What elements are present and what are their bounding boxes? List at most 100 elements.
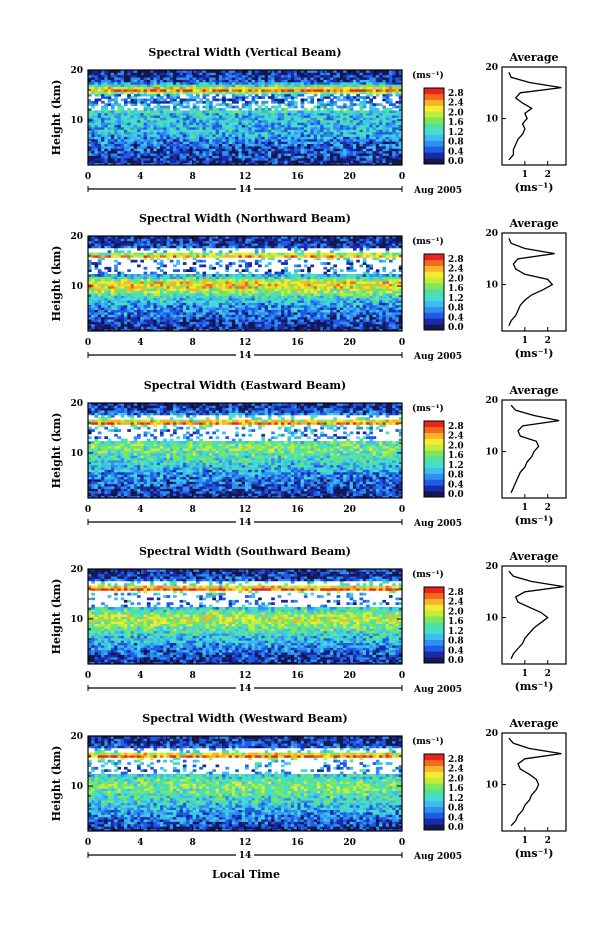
- heatmap-cell: [274, 150, 279, 154]
- heatmap-cell: [303, 81, 308, 85]
- heatmap-cell: [274, 115, 279, 118]
- heatmap-cell: [228, 124, 233, 128]
- heatmap-cell: [182, 302, 187, 306]
- heatmap-cell: [150, 157, 154, 161]
- heatmap-cell: [356, 134, 360, 137]
- heatmap-cell: [392, 314, 396, 318]
- heatmap-cell: [362, 96, 367, 99]
- heatmap-cell: [290, 141, 295, 145]
- heatmap-cell: [150, 86, 154, 90]
- heatmap-cell: [101, 84, 105, 88]
- heatmap-cell: [330, 300, 334, 303]
- heatmap-cell: [176, 115, 180, 118]
- heatmap-cell: [146, 93, 151, 97]
- heatmap-cell: [307, 117, 311, 121]
- heatmap-cell: [326, 321, 331, 325]
- heatmap-cell: [330, 302, 334, 306]
- heatmap-cell: [356, 316, 360, 320]
- heatmap-cell: [130, 307, 135, 311]
- heatmap-cell: [101, 96, 105, 99]
- heatmap-cell: [143, 136, 148, 140]
- heatmap-cell: [254, 110, 259, 114]
- heatmap-cell: [235, 146, 239, 149]
- heatmap-cell: [192, 326, 197, 330]
- heatmap-cell: [150, 119, 154, 123]
- heatmap-cell: [339, 321, 344, 325]
- heatmap-cell: [169, 153, 174, 156]
- heatmap-cell: [274, 328, 279, 332]
- heatmap-cell: [235, 155, 239, 159]
- heatmap-cell: [349, 105, 354, 109]
- heatmap-cell: [238, 155, 243, 159]
- heatmap-cell: [163, 89, 167, 92]
- heatmap-cell: [300, 143, 305, 147]
- heatmap-cell: [205, 143, 210, 147]
- heatmap-cell: [176, 112, 180, 116]
- heatmap-cell: [320, 129, 324, 133]
- heatmap-cell: [133, 150, 138, 154]
- heatmap-cell: [110, 84, 115, 88]
- heatmap-cell: [267, 81, 272, 85]
- heatmap-cell: [271, 84, 275, 88]
- heatmap-cell: [97, 117, 102, 121]
- heatmap-cell: [209, 141, 213, 145]
- heatmap-cell: [163, 304, 167, 308]
- heatmap-cell: [150, 93, 154, 97]
- heatmap-cell: [107, 321, 112, 325]
- heatmap-cell: [280, 312, 285, 315]
- heatmap-cell: [212, 108, 216, 111]
- heatmap-cell: [189, 300, 194, 303]
- heatmap-cell: [323, 138, 328, 142]
- heatmap-cell: [245, 117, 249, 121]
- heatmap-cell: [290, 150, 295, 154]
- heatmap-cell: [310, 134, 315, 137]
- heatmap-cell: [398, 319, 403, 322]
- heatmap-cell: [114, 112, 118, 116]
- heatmap-cell: [97, 98, 102, 102]
- heatmap-cell: [169, 134, 174, 137]
- heatmap-cell: [205, 89, 210, 92]
- heatmap-cell: [362, 79, 367, 83]
- heatmap-cell: [385, 300, 390, 303]
- heatmap-cell: [241, 127, 246, 130]
- heatmap-cell: [326, 103, 331, 107]
- heatmap-cell: [199, 110, 203, 114]
- heatmap-cell: [336, 72, 341, 76]
- heatmap-cell: [133, 328, 138, 332]
- heatmap-cell: [107, 127, 112, 130]
- heatmap-cell: [248, 93, 252, 97]
- heatmap-cell: [91, 127, 95, 130]
- heatmap-cell: [346, 150, 351, 154]
- heatmap-cell: [225, 304, 230, 308]
- heatmap-cell: [343, 316, 347, 320]
- heatmap-cell: [140, 148, 144, 152]
- heatmap-cell: [153, 157, 158, 161]
- heatmap-cell: [267, 117, 272, 121]
- heatmap-cell: [199, 150, 203, 154]
- heatmap-cell: [169, 119, 174, 123]
- heatmap-cell: [369, 136, 373, 140]
- heatmap-cell: [267, 79, 272, 83]
- heatmap-cell: [91, 77, 95, 80]
- heatmap-cell: [94, 323, 99, 327]
- heatmap-cell: [235, 96, 239, 99]
- heatmap-cell: [330, 131, 334, 135]
- heatmap-cell: [153, 89, 158, 92]
- heatmap-cell: [238, 122, 243, 126]
- heatmap-cell: [375, 321, 380, 325]
- heatmap-cell: [130, 122, 135, 126]
- heatmap-cell: [130, 302, 135, 306]
- heatmap-cell: [251, 112, 256, 116]
- heatmap-cell: [267, 319, 272, 322]
- heatmap-cell: [159, 297, 164, 301]
- heatmap-cell: [346, 307, 351, 311]
- heatmap-cell: [110, 143, 115, 147]
- heatmap-cell: [290, 138, 295, 142]
- heatmap-cell: [231, 112, 236, 116]
- heatmap-cell: [88, 146, 92, 149]
- heatmap-cell: [212, 79, 216, 83]
- heatmap-cell: [114, 148, 118, 152]
- heatmap-cell: [107, 134, 112, 137]
- heatmap-cell: [117, 103, 122, 107]
- heatmap-cell: [146, 131, 151, 135]
